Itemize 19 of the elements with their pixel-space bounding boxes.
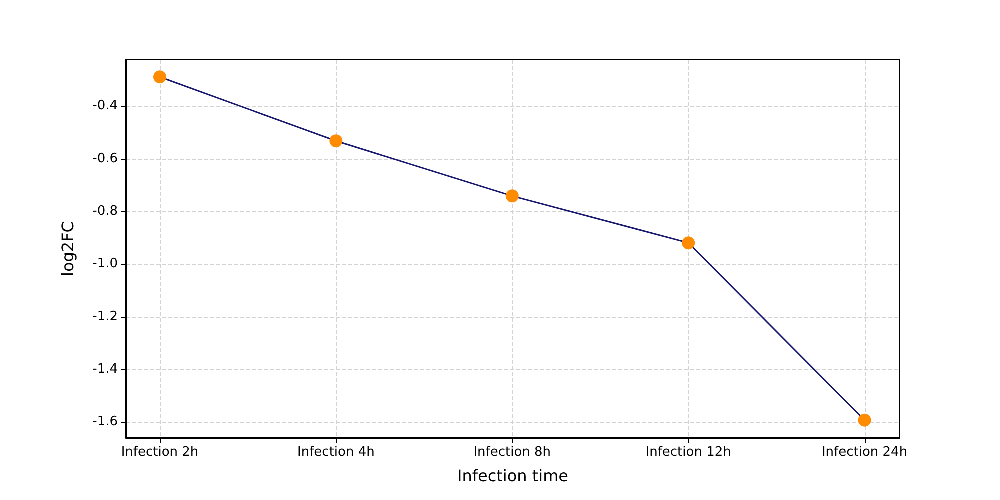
x-tick-label: Infection 2h xyxy=(121,445,199,460)
y-tick-label: -1.0 xyxy=(92,256,118,272)
y-tick-label: -0.4 xyxy=(92,98,118,114)
point xyxy=(154,70,167,84)
y-tick-label: -1.4 xyxy=(92,362,118,378)
point xyxy=(506,190,519,203)
x-tick-label: Infection 12h xyxy=(646,445,732,460)
x-tick-label: Infection 24h xyxy=(822,445,908,460)
y-tick-label: -1.6 xyxy=(92,414,118,430)
point xyxy=(858,414,872,427)
y-tick-label: -0.8 xyxy=(92,204,118,219)
y-tick-label: -0.6 xyxy=(92,151,118,166)
point xyxy=(330,134,343,148)
x-tick-label: Infection 8h xyxy=(474,445,552,460)
point xyxy=(682,236,696,250)
x-tick-label: Infection 4h xyxy=(298,445,375,460)
x-axis-title: Infection time xyxy=(457,466,569,486)
y-tick-label: -1.2 xyxy=(92,309,118,324)
y-axis-title: log2FC xyxy=(58,222,78,276)
